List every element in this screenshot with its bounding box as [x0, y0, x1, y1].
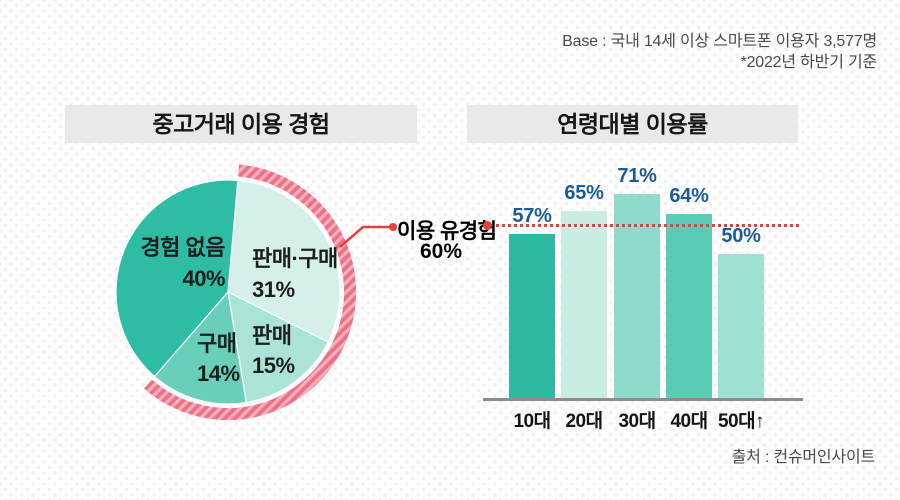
bar-chart-area: 57% 10대 65% 20대 71% 30대 64% 40대 50% 50대↑: [483, 165, 803, 435]
bar-value-label: 57%: [512, 205, 552, 227]
reference-line-dot: [483, 220, 492, 230]
pie-label-no-experience: 경험 없음 40%: [120, 232, 225, 294]
pie-panel-title: 중고거래 이용 경험: [65, 105, 417, 143]
pie-slice: [115, 179, 239, 378]
reference-line-60pct: [496, 223, 799, 227]
bar-value-label: 64%: [669, 185, 709, 207]
annotation-experienced-label: 이용 유경험: [397, 220, 497, 243]
pie-chart: [115, 164, 397, 420]
base-note-line2: *2022년 하반기 기준: [740, 54, 878, 71]
bar-50대↑: [718, 254, 764, 398]
bar-value-label: 65%: [564, 182, 604, 204]
bar-30대: [614, 194, 660, 398]
pie-label-sell-text: 판매: [252, 323, 292, 348]
pie-chart-area: [90, 160, 400, 450]
pie-label-buy: 구매 14%: [197, 329, 240, 389]
pie-label-sell: 판매 15%: [252, 321, 295, 381]
bar-category-label: 10대: [513, 411, 551, 432]
experienced-60pct-arc: [144, 164, 357, 420]
bar-value-label: 50%: [721, 225, 761, 247]
pie-slice: [227, 290, 329, 404]
base-note-line1: Base : 국내 14세 이상 스마트폰 이용자 3,577명: [562, 33, 877, 50]
bar-category-label: 30대: [618, 411, 656, 432]
bar-category-label: 50대↑: [717, 411, 765, 432]
pie-label-sell-buy-value: 31%: [252, 277, 295, 302]
bar-10대: [509, 234, 555, 398]
bar-20대: [561, 211, 607, 398]
pie-label-buy-value: 14%: [197, 361, 240, 386]
bar-category-label: 20대: [565, 411, 603, 432]
pie-label-sell-buy: 판매·구매 31%: [252, 243, 338, 305]
x-axis-line: [483, 398, 803, 401]
annotation-leader-dot: [389, 223, 397, 231]
pie-slices-group: [115, 179, 341, 405]
pie-label-no-experience-value: 40%: [182, 266, 225, 291]
annotation-leader-line: [339, 225, 390, 248]
pie-label-sell-value: 15%: [252, 353, 295, 378]
pie-label-sell-buy-text: 판매·구매: [252, 246, 338, 271]
annotation-experienced-value: 60%: [419, 240, 463, 263]
bar-value-label: 71%: [617, 165, 657, 187]
pie-slice: [153, 290, 247, 405]
pie-label-no-experience-text: 경험 없음: [140, 235, 225, 260]
bar-40대: [666, 214, 712, 398]
source-note: 출처 : 컨슈머인사이트: [731, 449, 876, 466]
pie-slice: [227, 179, 341, 343]
bar-panel-title: 연령대별 이용률: [467, 105, 798, 143]
base-note: Base : 국내 14세 이상 스마트폰 이용자 3,577명 *2022년 …: [562, 31, 877, 73]
bar-category-label: 40대: [670, 411, 708, 432]
pie-label-buy-text: 구매: [197, 331, 237, 356]
